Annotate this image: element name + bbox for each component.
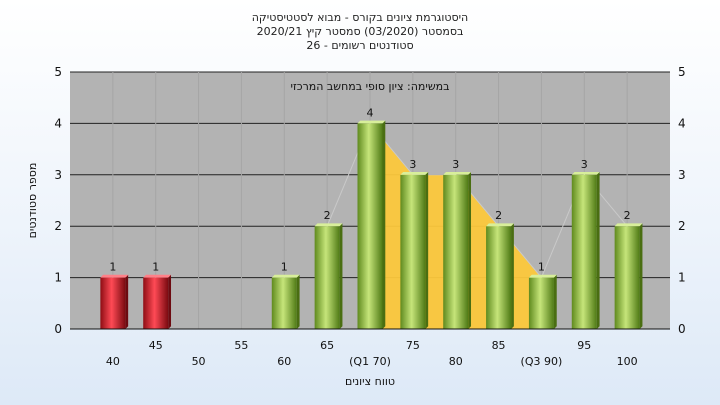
x-tick-label: 95 bbox=[577, 339, 591, 352]
bar-85 bbox=[486, 226, 512, 329]
value-label-65: 2 bbox=[324, 209, 331, 222]
y-axis-label: מספר סטודנטים bbox=[26, 163, 39, 239]
x-tick-label: 75 bbox=[406, 339, 420, 352]
bars bbox=[100, 120, 643, 330]
value-label-70: 4 bbox=[367, 106, 374, 119]
x-tick-label: 80 bbox=[449, 355, 463, 368]
x-tick-label: 85 bbox=[492, 339, 506, 352]
bar-side-70 bbox=[382, 120, 386, 329]
chart-registered-students: סטודנטים רשומים - 26 bbox=[306, 39, 414, 52]
bar-top-60 bbox=[271, 274, 300, 278]
bar-top-100 bbox=[614, 223, 643, 227]
y-tick-label-left: 5 bbox=[54, 65, 62, 79]
bar-side-45 bbox=[168, 274, 172, 329]
bar-side-60 bbox=[296, 274, 300, 329]
value-label-95: 3 bbox=[581, 158, 588, 171]
y-tick-label-right: 2 bbox=[678, 219, 686, 233]
y-tick-label-right: 3 bbox=[678, 168, 686, 182]
bar-75 bbox=[400, 174, 426, 329]
chart-subtitle: בסמסטר (03/2020) סמסטר קיץ 2020/21 bbox=[256, 25, 464, 38]
x-tick-label: 50 bbox=[192, 355, 206, 368]
bar-100 bbox=[614, 226, 640, 329]
x-axis-label: טווח ציונים bbox=[345, 375, 395, 388]
x-tick-label: 40 bbox=[106, 355, 120, 368]
bar-side-40 bbox=[125, 274, 129, 329]
bar-top-85 bbox=[486, 223, 514, 227]
value-labels: 1 1 1 2 4 3 3 2 1 3 2 bbox=[109, 106, 630, 273]
y-tick-label-right: 4 bbox=[678, 116, 686, 130]
y-tick-label-left: 2 bbox=[54, 219, 62, 233]
x-tick-label: 45 bbox=[149, 339, 163, 352]
y-tick-label-left: 4 bbox=[54, 116, 62, 130]
bar-top-95 bbox=[571, 172, 600, 175]
x-tick-label: 65 bbox=[320, 339, 334, 352]
value-label-80: 3 bbox=[452, 158, 459, 171]
x-tick-label: 55 bbox=[234, 339, 248, 352]
bar-top-45 bbox=[143, 274, 172, 278]
bar-65 bbox=[314, 226, 340, 329]
bar-70 bbox=[357, 123, 383, 330]
value-label-60: 1 bbox=[281, 261, 288, 274]
value-label-90: 1 bbox=[538, 261, 545, 274]
bar-45 bbox=[143, 277, 169, 329]
bar-95 bbox=[571, 174, 597, 329]
x-tick-label: 100 bbox=[617, 355, 638, 368]
x-tick-label: (Q3 90) bbox=[521, 355, 563, 368]
x-tick-label: (Q1 70) bbox=[349, 355, 391, 368]
chart-annotation: במשימה: ציון סופי במחשב המרכזי bbox=[290, 80, 449, 93]
y-tick-label-right: 1 bbox=[678, 271, 686, 285]
value-label-75: 3 bbox=[409, 158, 416, 171]
y-tick-label-left: 3 bbox=[54, 168, 62, 182]
bar-side-75 bbox=[425, 172, 429, 329]
chart-title: היסטוגרמת ציונים בקורס - מבוא לסטטיסטיקה bbox=[251, 11, 469, 24]
bar-40 bbox=[100, 277, 126, 329]
y-tick-label-right: 5 bbox=[678, 65, 686, 79]
bar-side-90 bbox=[553, 274, 557, 329]
bar-side-100 bbox=[639, 223, 643, 329]
y-tick-label-left: 1 bbox=[54, 271, 62, 285]
bar-top-80 bbox=[443, 172, 472, 175]
bar-side-80 bbox=[468, 172, 472, 329]
value-label-100: 2 bbox=[624, 209, 631, 222]
bar-side-85 bbox=[511, 223, 514, 329]
bar-80 bbox=[443, 174, 469, 329]
bar-top-40 bbox=[100, 274, 129, 278]
y-tick-label-left: 0 bbox=[54, 322, 62, 336]
x-tick-label: 60 bbox=[277, 355, 291, 368]
bar-top-90 bbox=[528, 274, 557, 278]
bar-60 bbox=[271, 277, 297, 329]
value-label-45: 1 bbox=[152, 261, 159, 274]
value-label-40: 1 bbox=[109, 261, 116, 274]
bar-90 bbox=[528, 277, 554, 329]
y-tick-label-right: 0 bbox=[678, 322, 686, 336]
bar-side-95 bbox=[596, 172, 600, 329]
value-label-85: 2 bbox=[495, 209, 502, 222]
bar-side-65 bbox=[339, 223, 343, 329]
bar-top-70 bbox=[357, 120, 386, 124]
bar-top-65 bbox=[314, 223, 343, 227]
bar-top-75 bbox=[400, 172, 429, 175]
